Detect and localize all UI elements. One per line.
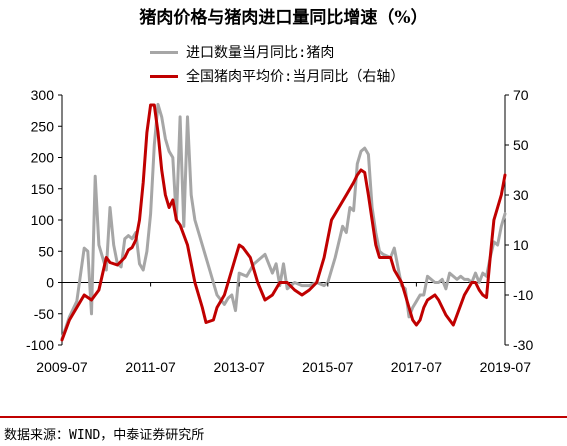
y-left-tick-label: 0 — [46, 275, 54, 291]
y-left-tick-label: 200 — [31, 150, 55, 166]
series-line-import-volume — [60, 102, 507, 341]
x-tick-label: 2013-07 — [214, 359, 266, 375]
x-tick-label: 2009-07 — [36, 359, 88, 375]
chart-ticks: -100 -50 0 50 100 150 200 250 300 -30 -10 10 30 50 70 2… — [26, 87, 533, 375]
chart-axes — [61, 95, 506, 345]
chart-title: 猪肉价格与猪肉进口量同比增速（%） — [139, 8, 428, 28]
y-right-tick-label: -10 — [513, 287, 533, 303]
legend-swatch-price — [150, 74, 178, 78]
x-tick-label: 2011-07 — [125, 359, 176, 375]
y-left-tick-label: 300 — [31, 87, 55, 103]
legend-label-price: 全国猪肉平均价:当月同比（右轴） — [186, 69, 405, 85]
source-note: 数据来源：WIND，中泰证券研究所 — [4, 428, 205, 443]
x-tick-label: 2019-07 — [480, 359, 532, 375]
y-left-tick-label: -50 — [34, 306, 54, 322]
y-right-tick-label: -30 — [513, 337, 533, 353]
legend-item-price: 全国猪肉平均价:当月同比（右轴） — [150, 64, 404, 88]
y-right-tick-label: 70 — [513, 87, 529, 103]
legend-item-import: 进口数量当月同比:猪肉 — [150, 40, 404, 64]
y-right-tick-label: 10 — [513, 237, 529, 253]
legend-label-import: 进口数量当月同比:猪肉 — [186, 45, 335, 61]
x-tick-label: 2015-07 — [302, 359, 354, 375]
y-right-tick-label: 30 — [513, 187, 529, 203]
y-right-tick-label: 50 — [513, 137, 529, 153]
y-left-tick-label: 50 — [38, 243, 54, 259]
y-left-tick-label: 150 — [31, 181, 55, 197]
x-tick-label: 2017-07 — [391, 359, 443, 375]
footer-divider — [0, 416, 567, 418]
y-left-tick-label: -100 — [26, 337, 54, 353]
series-line-pork-price — [60, 103, 507, 342]
y-left-tick-label: 250 — [31, 118, 55, 134]
chart-legend: 进口数量当月同比:猪肉 全国猪肉平均价:当月同比（右轴） — [150, 40, 404, 88]
legend-swatch-import — [150, 50, 178, 54]
y-left-tick-label: 100 — [31, 212, 55, 228]
chart-lines — [60, 102, 507, 342]
